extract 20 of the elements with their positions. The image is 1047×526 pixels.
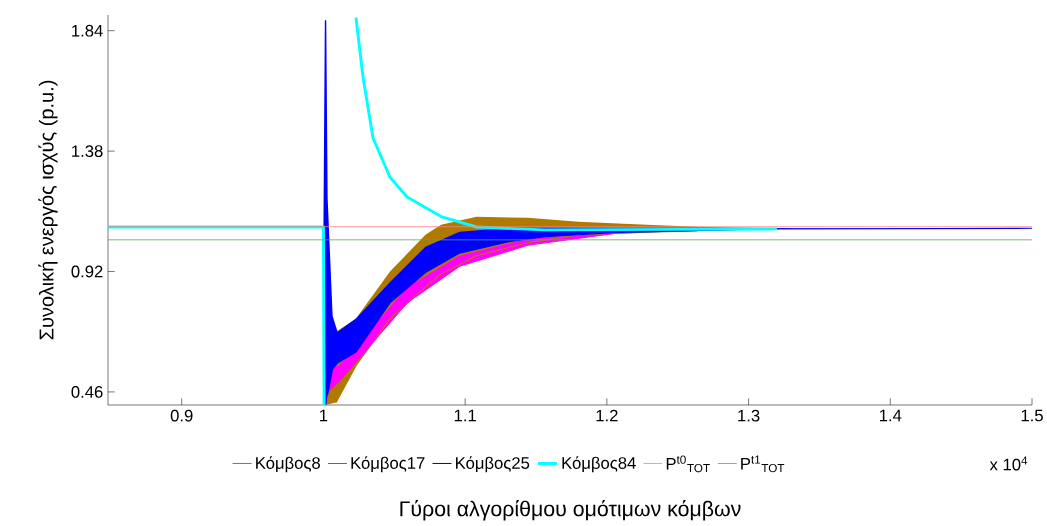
legend-label: Κόμβος17 [351,456,425,473]
x-tick-label: 1.5 [1021,409,1043,422]
legend-label: Κόμβος8 [256,456,320,473]
text: x 10$^{4}$ [989,456,1028,471]
y-tick-label: 1.38 [72,145,103,158]
x-tick-label: 1 [320,409,328,422]
y-tick-label: 1.84 [72,24,103,37]
legend-label: Κόμβος84 [562,456,636,473]
x-tick-label: 1.1 [454,409,476,422]
y-axis-title: Συνολική ενεργός ισχύς (p.u.) [38,80,58,340]
x-tick-label: 1.3 [738,409,760,422]
x-axis-title: Γύροι αλγορίθμου ομότιμων κόμβων [400,500,741,521]
x-tick-label: 0.9 [170,409,193,422]
x-tick-label: 1.4 [879,409,902,422]
y-tick-label: 0.92 [71,265,103,278]
x-tick-label: 1.2 [596,409,618,422]
legend-label: Κόμβος25 [456,456,530,473]
y-tick-label: 0.46 [71,386,103,398]
legend-label: P$^{t1}$TOT [741,455,785,473]
legend-label: P$^{t0}$TOT [666,455,710,473]
